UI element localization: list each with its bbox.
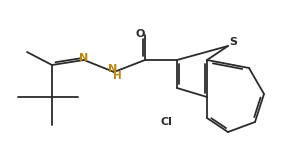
Text: H: H <box>113 71 121 81</box>
Text: O: O <box>135 29 145 39</box>
Text: N: N <box>79 53 89 63</box>
Text: S: S <box>229 37 237 47</box>
Text: N: N <box>108 64 118 74</box>
Text: Cl: Cl <box>160 117 172 127</box>
